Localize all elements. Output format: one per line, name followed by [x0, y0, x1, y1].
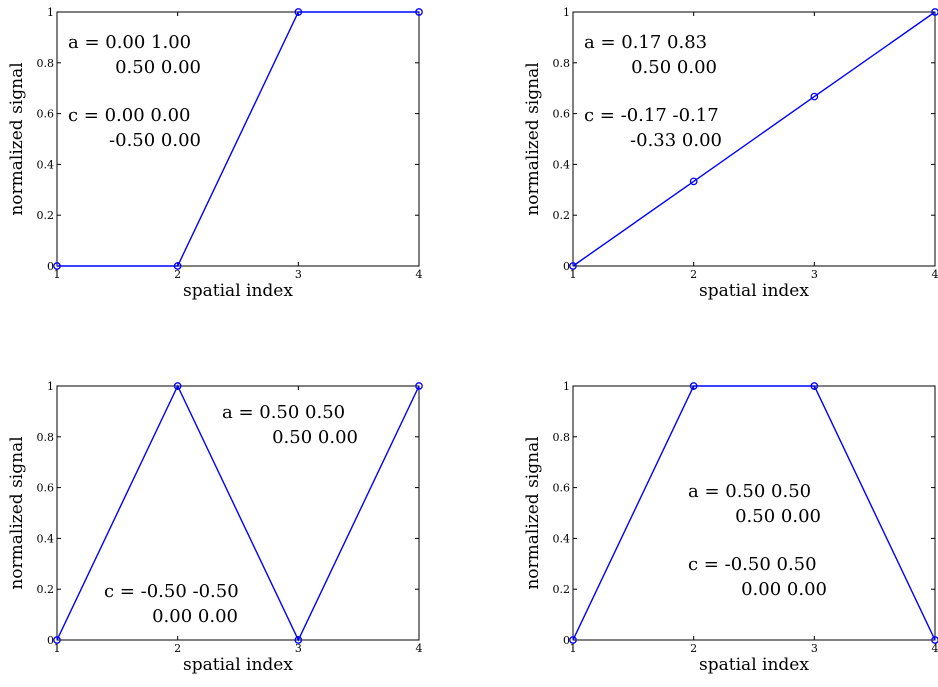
coefficient-annotation: c = -0.17 -0.17 [584, 105, 719, 126]
x-tick-label: 1 [570, 268, 577, 281]
y-tick-label: 0.8 [37, 57, 55, 70]
x-tick-label: 3 [811, 642, 818, 655]
coefficient-annotation: 0.50 0.00 [631, 57, 717, 78]
y-tick-label: 0.2 [37, 583, 55, 596]
x-tick-label: 1 [570, 642, 577, 655]
y-tick-label: 1 [563, 6, 570, 19]
x-axis-label: spatial index [699, 655, 809, 675]
chart-panel-1: 1 2 3 4 0 0.2 0.4 0.6 0.8 1 spatial index normalize… [7, 6, 423, 301]
chart-panel-2: 1 2 3 4 0 0.2 0.4 0.6 0.8 1 spatial index normalize… [523, 6, 938, 301]
y-tick-label: 0 [47, 260, 54, 273]
x-tick-label: 4 [416, 268, 423, 281]
coefficient-annotation: 0.00 0.00 [741, 579, 827, 600]
data-point [294, 636, 303, 644]
x-tick-label: 2 [690, 268, 697, 281]
data-point [689, 382, 698, 390]
series-line [572, 11, 936, 267]
x-axis-label: spatial index [699, 281, 809, 301]
x-tick-label: 2 [690, 642, 697, 655]
x-tick-label: 4 [416, 642, 423, 655]
coefficient-annotation: -0.33 0.00 [630, 130, 722, 151]
y-tick-label: 0.6 [37, 482, 55, 495]
coefficient-annotation: c = -0.50 -0.50 [104, 581, 239, 602]
y-tick-label: 0.8 [553, 431, 571, 444]
plot-frame [572, 11, 936, 267]
chart-panel-3: 1 2 3 4 0 0.2 0.4 0.6 0.8 1 spatial index normalize… [7, 380, 423, 675]
y-tick-label: 0.4 [553, 158, 571, 171]
chart-panel-4: 1 2 3 4 0 0.2 0.4 0.6 0.8 1 spatial index normalize… [523, 380, 938, 675]
x-tick-label: 4 [932, 642, 938, 655]
data-point [173, 382, 182, 390]
coefficient-annotation: a = 0.00 1.00 [68, 32, 191, 53]
series-line [57, 11, 419, 267]
data-point [53, 636, 61, 644]
y-tick-label: 0.2 [553, 209, 571, 222]
x-tick-label: 1 [54, 268, 61, 281]
data-point [931, 636, 938, 644]
data-point [569, 262, 577, 270]
plot-frame [56, 11, 420, 267]
y-tick-label: 0 [563, 634, 570, 647]
data-point [810, 382, 819, 390]
x-axis-label: spatial index [183, 655, 293, 675]
coefficient-annotation: -0.50 0.00 [109, 130, 201, 151]
y-tick-label: 1 [47, 6, 54, 19]
y-tick-label: 0.4 [553, 532, 571, 545]
coefficient-annotation: 0.50 0.00 [272, 427, 358, 448]
y-tick-label: 0.6 [37, 108, 55, 121]
data-point [173, 262, 182, 270]
data-point [294, 8, 303, 16]
x-axis-label: spatial index [183, 281, 293, 301]
x-tick-label: 3 [811, 268, 818, 281]
x-tick-label: 1 [54, 642, 61, 655]
coefficient-annotation: a = 0.17 0.83 [584, 32, 707, 53]
y-tick-label: 0 [47, 634, 54, 647]
y-tick-label: 0.6 [553, 482, 571, 495]
y-tick-label: 1 [563, 380, 570, 393]
series-line [572, 385, 936, 641]
plot-frame [56, 385, 420, 641]
data-point [415, 8, 423, 16]
y-tick-label: 0.4 [37, 158, 55, 171]
coefficient-annotation: c = 0.00 0.00 [68, 105, 190, 126]
coefficient-annotation: 0.50 0.00 [735, 506, 821, 527]
coefficient-annotation: a = 0.50 0.50 [222, 402, 345, 423]
y-axis-label: normalized signal [523, 62, 543, 215]
data-point [689, 177, 698, 186]
y-axis-label: normalized signal [7, 62, 27, 215]
data-point [810, 92, 819, 101]
coefficient-annotation: a = 0.50 0.50 [688, 481, 811, 502]
y-tick-label: 1 [47, 380, 54, 393]
data-point [569, 636, 577, 644]
y-tick-label: 0.8 [553, 57, 571, 70]
x-tick-label: 2 [174, 268, 181, 281]
y-axis-label: normalized signal [7, 436, 27, 589]
coefficient-annotation: c = -0.50 0.50 [688, 554, 817, 575]
y-tick-label: 0.6 [553, 108, 571, 121]
y-tick-label: 0.4 [37, 532, 55, 545]
x-tick-label: 3 [295, 642, 302, 655]
y-tick-label: 0.2 [553, 583, 571, 596]
y-tick-label: 0.8 [37, 431, 55, 444]
data-point [415, 382, 423, 390]
series-line [56, 384, 420, 642]
x-tick-label: 2 [174, 642, 181, 655]
x-tick-label: 4 [932, 268, 938, 281]
data-point [53, 262, 61, 270]
y-tick-label: 0.2 [37, 209, 55, 222]
data-point [931, 8, 938, 16]
y-tick-label: 0 [563, 260, 570, 273]
y-axis-label: normalized signal [523, 436, 543, 589]
coefficient-annotation: 0.00 0.00 [152, 606, 238, 627]
x-tick-label: 3 [295, 268, 302, 281]
coefficient-annotation: 0.50 0.00 [115, 57, 201, 78]
